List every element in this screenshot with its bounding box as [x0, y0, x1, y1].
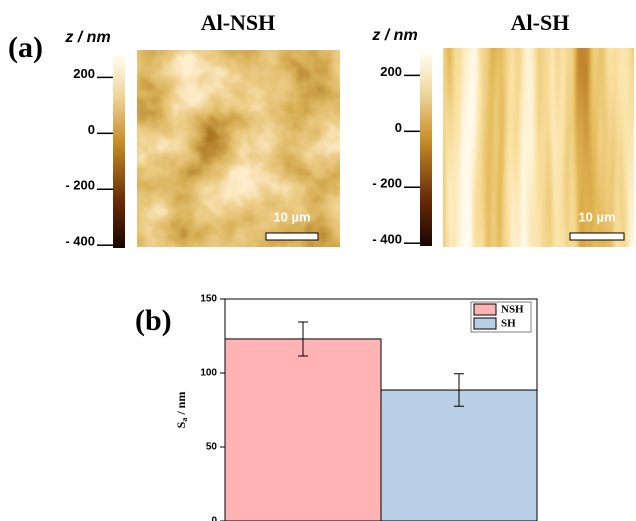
z-label: z / nm: [64, 29, 110, 46]
colorbar: [113, 55, 125, 248]
afm-image: [443, 48, 634, 247]
colorbar-tick-label: - 400: [372, 232, 402, 247]
afm-image: [137, 50, 340, 247]
scale-bar: [265, 232, 319, 241]
scale-bar-label: 10 µm: [273, 209, 310, 224]
image-title: Al-NSH: [201, 10, 276, 35]
legend-swatch: [473, 303, 497, 316]
error-bar: [298, 321, 308, 357]
error-bar: [454, 373, 464, 407]
colorbar-tick-label: - 200: [372, 176, 402, 191]
colorbar-tick-label: 0: [395, 120, 402, 135]
z-label: z / nm: [371, 27, 417, 44]
panel-label: (b): [135, 304, 172, 337]
legend-label: SH: [501, 318, 516, 330]
y-label-sub: a: [180, 418, 189, 422]
y-label-main: S: [174, 421, 188, 428]
panel-label: (a): [8, 31, 43, 64]
colorbar: [420, 53, 432, 246]
y-tick-label: 100: [200, 368, 217, 379]
y-tick-label: 0: [211, 516, 217, 521]
colorbar-tick-label: 0: [88, 122, 95, 137]
colorbar-tick-label: - 400: [65, 234, 95, 249]
colorbar-tick-label: 200: [73, 66, 95, 81]
legend-label: NSH: [501, 304, 524, 316]
colorbar-tick-label: - 200: [65, 178, 95, 193]
legend-swatch: [473, 317, 497, 330]
bar: [224, 338, 382, 521]
image-title: Al-SH: [511, 10, 570, 35]
y-axis-label: Sa / nm: [174, 392, 189, 429]
y-tick-label: 150: [200, 294, 217, 305]
y-tick-label: 50: [206, 442, 218, 453]
scale-bar: [569, 232, 625, 241]
scale-bar-label: 10 µm: [578, 209, 615, 224]
bar: [380, 389, 538, 521]
colorbar-tick-label: 200: [380, 64, 402, 79]
y-label-unit: / nm: [174, 392, 188, 418]
